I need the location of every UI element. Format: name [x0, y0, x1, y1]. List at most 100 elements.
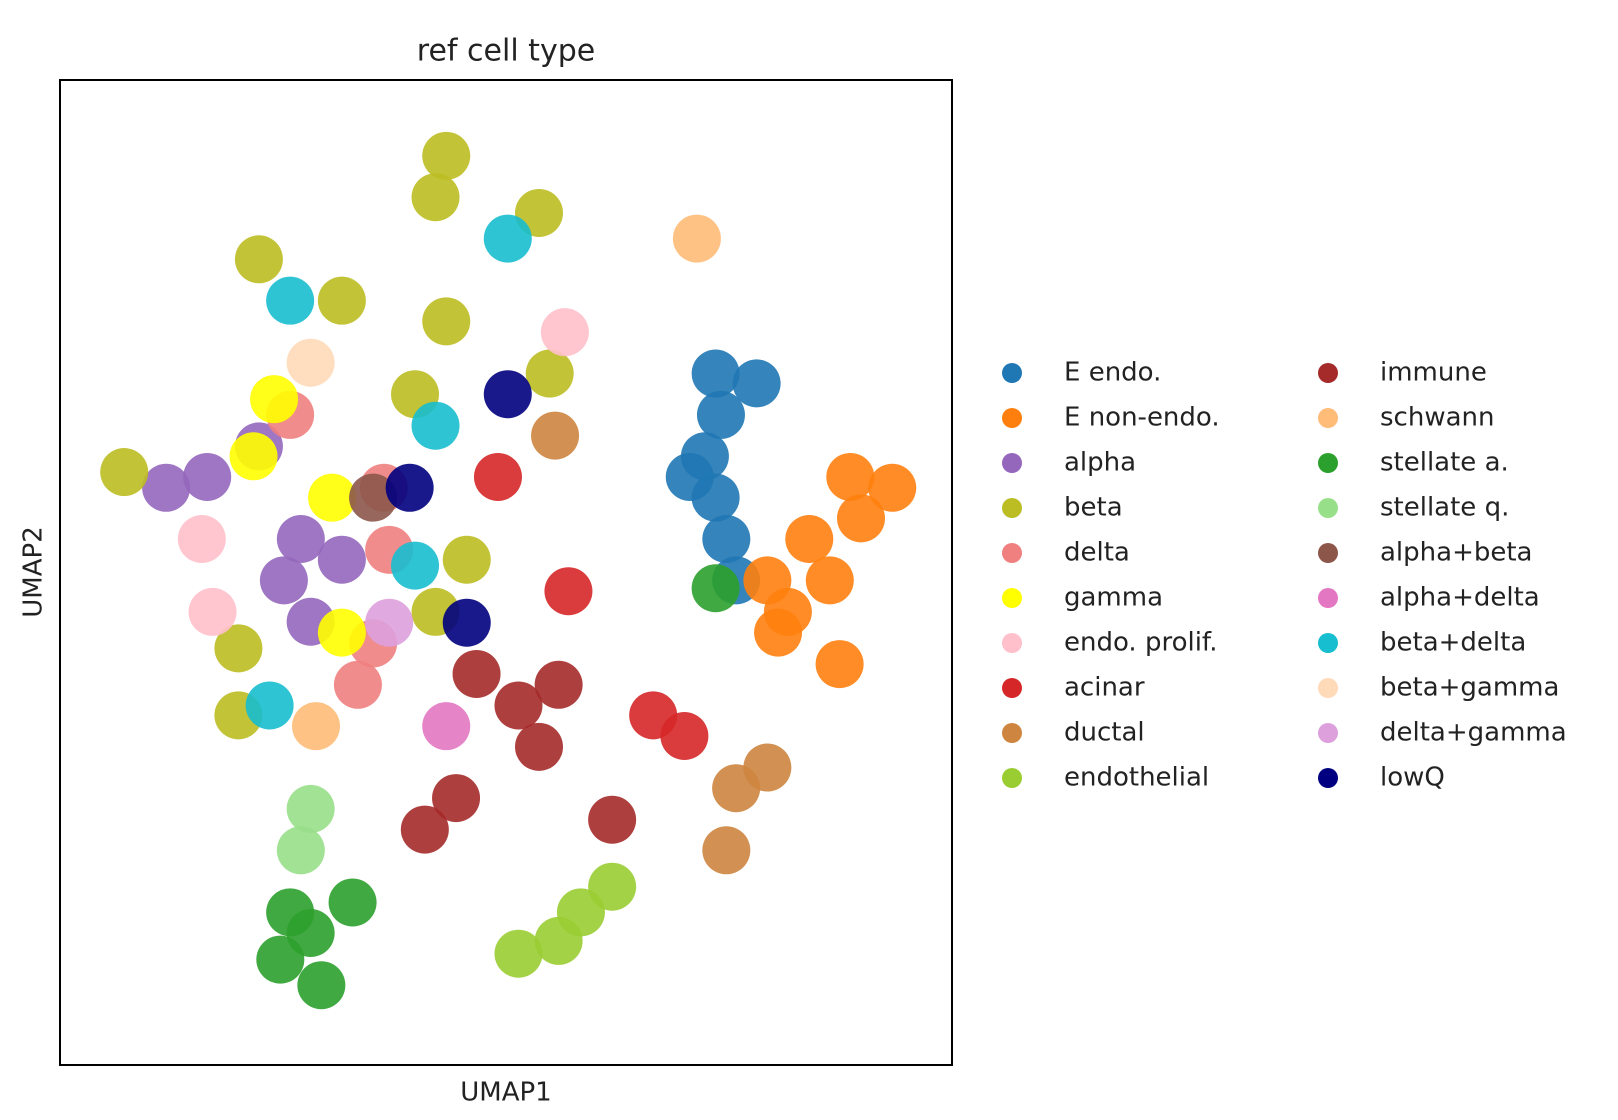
legend-label: endothelial	[1064, 763, 1209, 793]
point	[411, 173, 460, 222]
points	[100, 131, 917, 1010]
point	[177, 515, 226, 564]
legend-label: lowQ	[1380, 763, 1445, 793]
legend-marker	[1002, 363, 1022, 383]
legend-marker	[1002, 408, 1022, 428]
legend-marker	[1002, 723, 1022, 743]
legend-marker	[1318, 543, 1338, 563]
point	[826, 452, 875, 501]
point	[256, 935, 305, 984]
point	[660, 712, 709, 761]
legend-marker	[1318, 678, 1338, 698]
point	[266, 888, 315, 937]
point	[333, 660, 382, 709]
point	[259, 556, 308, 605]
legend-marker	[1318, 588, 1338, 608]
legend-label: delta	[1064, 538, 1130, 568]
point	[422, 131, 471, 180]
point	[266, 276, 315, 325]
legend-label: E non-endo.	[1064, 403, 1220, 433]
legend-label: ductal	[1064, 718, 1145, 748]
point	[308, 473, 357, 522]
point	[494, 929, 543, 978]
legend-label: immune	[1380, 358, 1487, 388]
point	[142, 463, 191, 512]
point	[385, 463, 434, 512]
legend-label: E endo.	[1064, 358, 1161, 388]
point	[483, 214, 532, 263]
point	[785, 515, 834, 564]
point	[743, 556, 792, 605]
point	[588, 862, 637, 911]
point	[229, 432, 278, 481]
point	[805, 556, 854, 605]
point	[494, 681, 543, 730]
point	[286, 338, 335, 387]
point	[365, 598, 414, 647]
legend-label: alpha+delta	[1380, 583, 1540, 613]
point	[328, 878, 377, 927]
legend-marker	[1002, 678, 1022, 698]
point	[696, 390, 745, 439]
point	[100, 448, 149, 497]
point	[483, 370, 532, 419]
point	[544, 567, 593, 616]
point	[214, 624, 263, 673]
legend-marker	[1002, 633, 1022, 653]
legend-label: stellate q.	[1380, 493, 1509, 523]
point	[515, 722, 564, 771]
point	[754, 608, 803, 657]
point	[473, 452, 522, 501]
point	[540, 308, 589, 357]
plot-frame	[59, 79, 953, 1066]
point	[250, 375, 299, 424]
point	[702, 826, 751, 875]
point	[292, 702, 341, 751]
point	[452, 649, 501, 698]
point	[442, 535, 491, 584]
point	[317, 608, 366, 657]
legend-marker	[1002, 453, 1022, 473]
legend-label: beta+delta	[1380, 628, 1526, 658]
legend-marker	[1318, 453, 1338, 473]
legend-marker	[1318, 408, 1338, 428]
legend-marker	[1002, 498, 1022, 518]
point	[691, 564, 740, 613]
legend-label: beta	[1064, 493, 1123, 523]
point	[188, 587, 237, 636]
point	[732, 359, 781, 408]
point	[183, 452, 232, 501]
point	[743, 743, 792, 792]
point	[276, 826, 325, 875]
legend-label: acinar	[1064, 673, 1145, 703]
point	[815, 640, 864, 689]
legend-label: stellate a.	[1380, 448, 1509, 478]
point	[411, 401, 460, 450]
point	[245, 681, 294, 730]
point	[422, 702, 471, 751]
x-axis-label: UMAP1	[460, 1078, 551, 1108]
point	[317, 276, 366, 325]
legend-label: schwann	[1380, 403, 1494, 433]
legend-marker	[1318, 363, 1338, 383]
point	[868, 463, 917, 512]
point	[691, 349, 740, 398]
point	[234, 235, 283, 284]
point	[349, 473, 398, 522]
point	[672, 214, 721, 263]
point	[276, 515, 325, 564]
point	[702, 515, 751, 564]
point	[297, 961, 346, 1010]
point	[432, 774, 481, 823]
point	[531, 411, 580, 460]
legend-label: delta+gamma	[1380, 718, 1567, 748]
legend-marker	[1002, 588, 1022, 608]
legend-label: gamma	[1064, 583, 1163, 613]
legend-marker	[1318, 768, 1338, 788]
point	[317, 535, 366, 584]
point	[691, 473, 740, 522]
point	[837, 494, 886, 543]
point	[422, 297, 471, 346]
legend-label: beta+gamma	[1380, 673, 1559, 703]
